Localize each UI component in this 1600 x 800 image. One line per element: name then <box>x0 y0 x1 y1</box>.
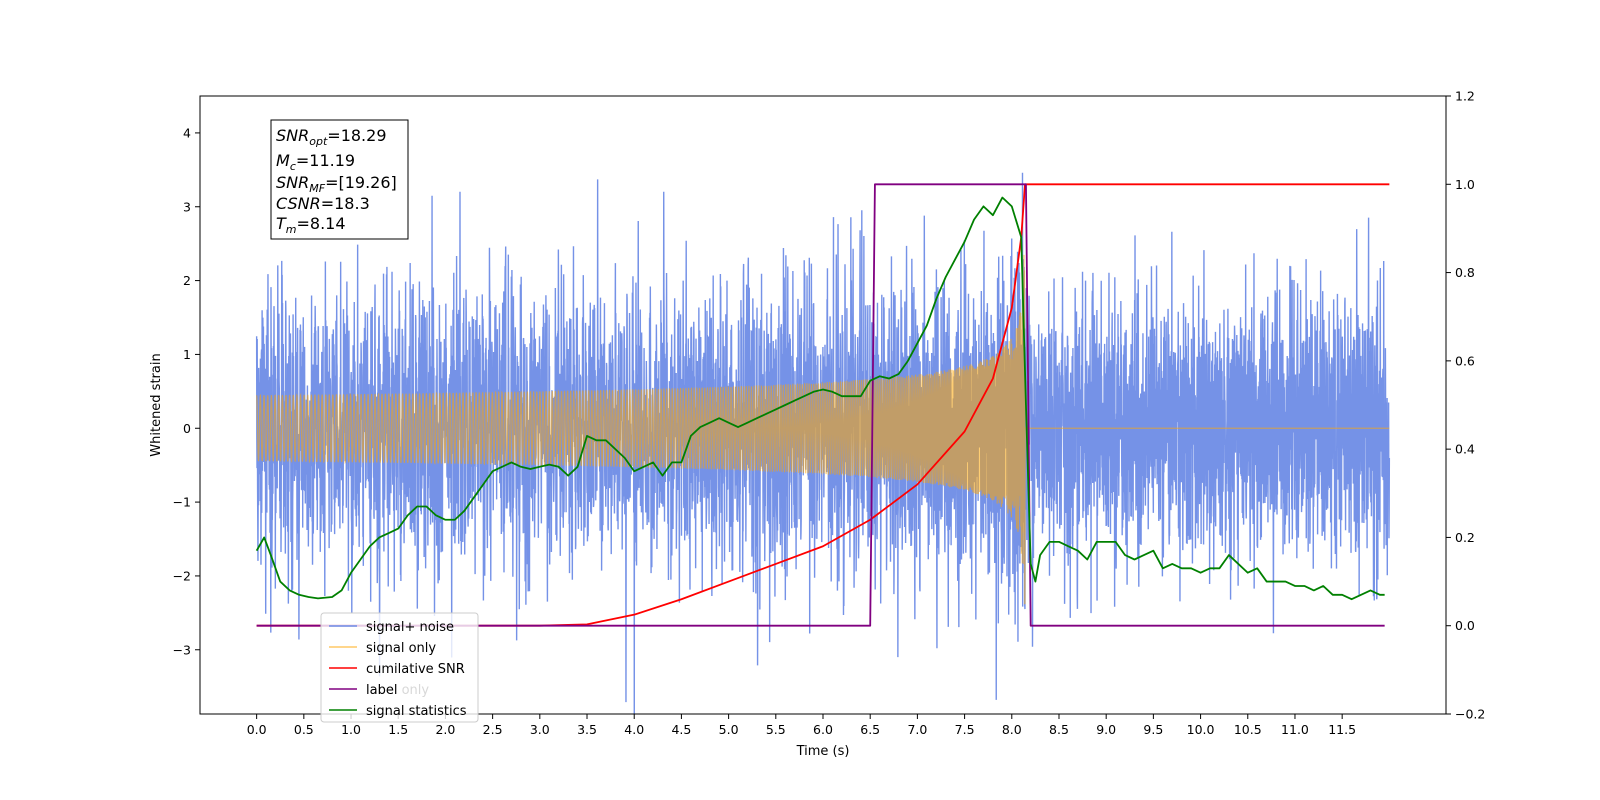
series-label <box>256 183 1385 627</box>
series-signal-statistics <box>255 196 1385 601</box>
y2-tick-label: 0.6 <box>1455 353 1475 368</box>
y2-tick-label: 0.8 <box>1455 265 1475 280</box>
legend-label-signal-noise: signal+ noise <box>366 620 454 635</box>
x-tick-label: 10.0 <box>1187 722 1215 737</box>
x-tick-label: 7.0 <box>907 722 927 737</box>
annotation-line-snr-opt: SNRopt=18.29 <box>276 126 387 148</box>
annotation-line-tm: Tm=8.14 <box>276 214 346 236</box>
y-tick-label: −3 <box>173 642 191 657</box>
x-tick-label: 11.0 <box>1281 722 1309 737</box>
x-tick-label: 6.5 <box>860 722 880 737</box>
x-tick-label: 10.5 <box>1234 722 1262 737</box>
x-axis-title: Time (s) <box>796 744 850 759</box>
x-tick-label: 4.0 <box>624 722 644 737</box>
annotation-line-csnr: CSNR=18.3 <box>276 194 370 213</box>
legend-label-hidden: label only <box>366 683 429 698</box>
x-tick-label: 9.0 <box>1096 722 1116 737</box>
y-tick-label: 2 <box>183 273 191 288</box>
x-tick-label: 2.0 <box>435 722 455 737</box>
y-tick-label: 0 <box>183 421 191 436</box>
annotation-line-mc: Mc=11.19 <box>276 151 355 173</box>
x-tick-label: 8.0 <box>1002 722 1022 737</box>
x-tick-label: 9.5 <box>1143 722 1163 737</box>
y2-tick-label: 0.2 <box>1455 530 1475 545</box>
y-tick-label: 4 <box>183 125 191 140</box>
legend-label-signal-statistics: signal statistics <box>366 704 467 719</box>
x-tick-label: 5.0 <box>719 722 739 737</box>
x-tick-label: 1.5 <box>388 722 408 737</box>
x-tick-label: 3.0 <box>530 722 550 737</box>
x-tick-label: 1.0 <box>341 722 361 737</box>
annotation-line-snr-mf: SNRMF=[19.26] <box>276 173 397 195</box>
x-tick-label: 7.5 <box>955 722 975 737</box>
y2-tick-label: 1.0 <box>1455 177 1475 192</box>
legend-frame <box>320 612 479 723</box>
y2-tick-label: −0.2 <box>1455 707 1485 722</box>
annotation-frame <box>270 119 409 240</box>
x-tick-label: 0.0 <box>247 722 267 737</box>
y2-tick-label: 0.0 <box>1455 618 1475 633</box>
x-tick-label: 3.5 <box>577 722 597 737</box>
x-tick-label: 2.5 <box>483 722 503 737</box>
y-tick-label: 1 <box>183 347 191 362</box>
legend-label-cumulative-snr: cumilative SNR <box>366 662 465 677</box>
y-tick-label: −1 <box>173 495 191 510</box>
y-tick-label: 3 <box>183 199 191 214</box>
legend-label-signal-only: signal only <box>366 641 436 656</box>
y-axis-title: Whitened strain <box>149 353 164 456</box>
annotation-box: SNRopt=18.29 Mc=11.19 SNRMF=[19.26] CSNR… <box>270 119 409 240</box>
x-tick-label: 11.5 <box>1328 722 1356 737</box>
x-tick-label: 8.5 <box>1049 722 1069 737</box>
legend: signal+ noise signal only cumilative SNR… <box>320 612 479 723</box>
y2-tick-label: 1.2 <box>1455 89 1475 104</box>
x-tick-label: 5.5 <box>766 722 786 737</box>
x-tick-label: 0.5 <box>294 722 314 737</box>
legend-label-label: label <box>366 683 397 698</box>
y-tick-label: −2 <box>173 568 191 583</box>
y2-tick-label: 0.4 <box>1455 442 1475 457</box>
x-tick-label: 6.0 <box>813 722 833 737</box>
x-tick-label: 4.5 <box>671 722 691 737</box>
